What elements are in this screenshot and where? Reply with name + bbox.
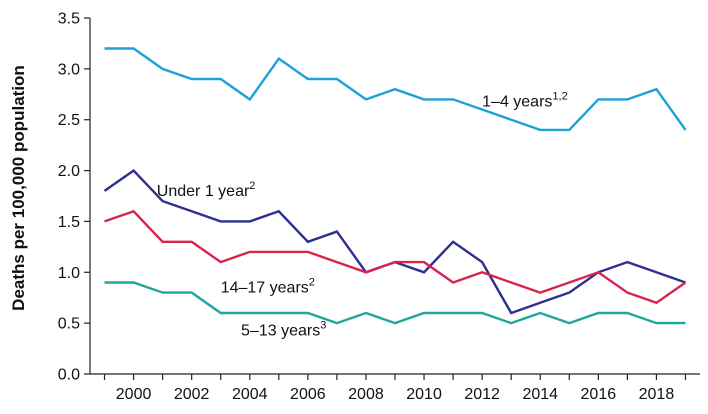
- x-tick-label: 2014: [522, 386, 558, 403]
- x-tick-label: 2018: [639, 386, 675, 403]
- x-tick-label: 2008: [348, 386, 384, 403]
- y-tick-label: 1.0: [58, 265, 80, 282]
- series-line-2: [104, 209, 687, 305]
- x-tick-label: 2002: [174, 386, 210, 403]
- series-line-3: [104, 281, 686, 325]
- y-axis-title-group: Deaths per 100,000 population: [9, 65, 28, 311]
- x-tick-label: 2010: [406, 386, 442, 403]
- y-axis-title: Deaths per 100,000 population: [9, 65, 28, 311]
- series-label-0: 1–4 years1,2: [482, 90, 568, 110]
- y-tick-label: 2.5: [58, 112, 80, 129]
- x-tick-label: 2004: [232, 386, 268, 403]
- ticks-layer: 0.0 0.5 1.0 1.5 2.0 2.5 3.0 3.5 2000 2002 2004 2006…: [58, 11, 687, 403]
- y-tick-label: 2.0: [58, 163, 80, 180]
- x-tick-label: 2016: [581, 386, 617, 403]
- series-line-0: [104, 47, 687, 132]
- y-tick-label: 0.0: [58, 367, 80, 384]
- series-layer: [103, 47, 687, 325]
- y-tick-label: 3.5: [58, 11, 80, 28]
- y-tick-label: 0.5: [58, 316, 80, 333]
- series-label-1: Under 1 year2: [157, 180, 256, 200]
- x-tick-label: 2000: [116, 386, 152, 403]
- y-tick-label: 1.5: [58, 214, 80, 231]
- series-label-3: 5–13 years3: [241, 319, 326, 339]
- series-labels-layer: 1–4 years1,2 Under 1 year2 14–17 years2 5–1…: [157, 90, 568, 339]
- x-tick-label: 2012: [464, 386, 500, 403]
- x-tick-label: 2006: [290, 386, 326, 403]
- series-label-2: 14–17 years2: [221, 277, 315, 297]
- y-tick-label: 3.0: [58, 61, 80, 78]
